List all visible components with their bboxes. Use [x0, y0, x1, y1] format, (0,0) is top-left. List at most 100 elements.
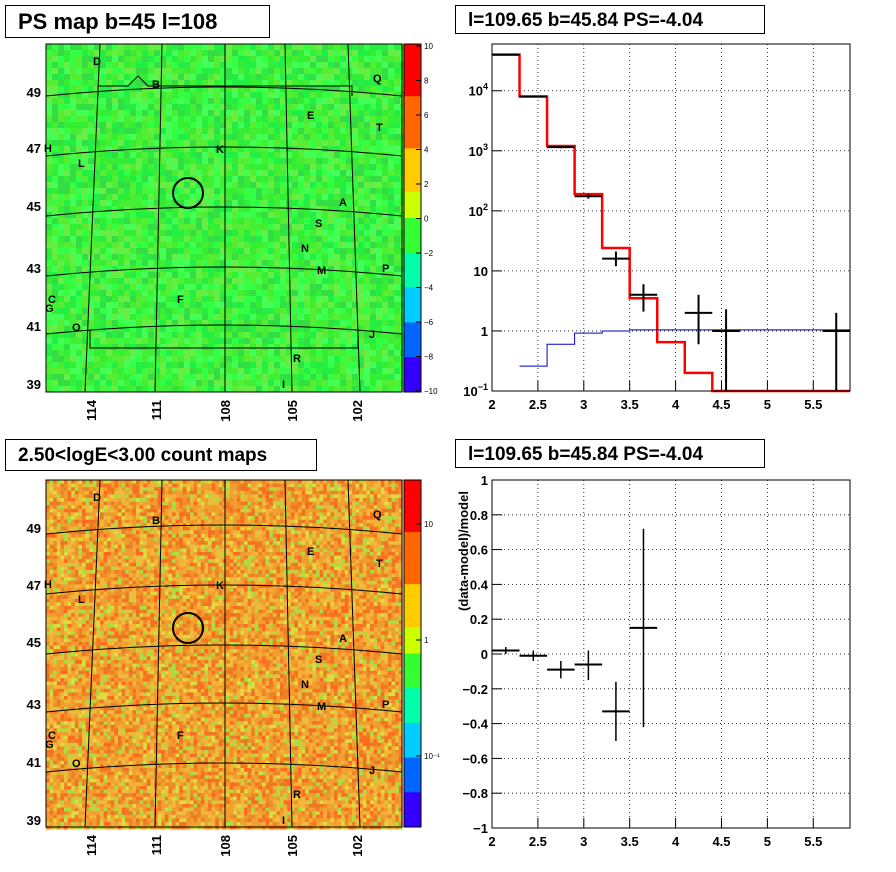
map-pixel — [262, 374, 269, 381]
map-pixel — [130, 284, 137, 291]
map-pixel — [256, 164, 263, 171]
map-pixel — [344, 494, 349, 499]
map-pixel — [376, 368, 383, 375]
map-pixel — [370, 182, 377, 189]
map-pixel — [268, 104, 275, 111]
map-pixel — [94, 296, 101, 303]
map-pixel — [328, 62, 335, 69]
map-pixel — [400, 200, 407, 207]
map-pixel — [240, 480, 245, 484]
map-pixel — [190, 302, 197, 309]
map-pixel — [82, 152, 89, 159]
map-pixel — [64, 134, 71, 141]
map-pixel — [220, 194, 227, 201]
map-pixel — [49, 505, 54, 510]
map-pixel — [215, 508, 220, 513]
map-pixel — [112, 368, 119, 375]
map-pixel — [148, 344, 155, 351]
map-pixel — [370, 338, 377, 345]
map-pixel — [244, 480, 248, 484]
map-pixel — [305, 490, 310, 495]
map-pixel — [220, 158, 227, 165]
map-pixel — [208, 490, 212, 495]
map-pixel — [346, 80, 353, 87]
map-pixel — [58, 86, 65, 93]
map-pixel — [316, 212, 323, 219]
map-pixel — [53, 483, 58, 488]
map-pixel — [400, 278, 407, 285]
map-pixel — [226, 50, 233, 57]
map-pixel — [304, 218, 311, 225]
map-pixel — [388, 146, 395, 153]
map-pixel — [70, 104, 77, 111]
map-pixel — [382, 194, 389, 201]
map-pixel — [96, 526, 101, 531]
map-pixel — [125, 501, 130, 506]
map-pixel — [142, 170, 149, 177]
map-pixel — [208, 519, 212, 524]
map-pixel — [376, 260, 383, 267]
map-pixel — [251, 480, 256, 484]
map-pixel — [94, 320, 101, 327]
map-pixel — [400, 236, 407, 243]
map-pixel — [112, 128, 119, 135]
map-pixel — [118, 302, 125, 309]
map-pixel — [118, 224, 125, 231]
map-pixel — [82, 308, 89, 315]
map-pixel — [366, 483, 371, 488]
map-pixel — [118, 182, 125, 189]
map-pixel — [290, 519, 295, 524]
map-pixel — [262, 146, 269, 153]
map-pixel — [394, 266, 401, 273]
map-pixel — [112, 320, 119, 327]
map-pixel — [125, 523, 130, 528]
map-pixel — [58, 122, 65, 129]
map-pixel — [130, 350, 137, 357]
map-pixel — [298, 230, 305, 237]
map-pixel — [100, 152, 107, 159]
map-pixel — [355, 501, 360, 506]
map-pixel — [112, 350, 119, 357]
map-pixel — [168, 494, 173, 499]
map-pixel — [130, 152, 137, 159]
map-pixel — [310, 260, 317, 267]
map-pixel — [226, 74, 233, 81]
map-pixel — [112, 56, 119, 63]
map-pixel — [121, 487, 126, 492]
map-pixel — [340, 152, 347, 159]
map-pixel — [256, 200, 263, 207]
map-pixel — [262, 296, 269, 303]
map-pixel — [92, 498, 97, 502]
map-pixel — [344, 516, 349, 520]
map-pixel — [358, 380, 365, 387]
map-pixel — [274, 152, 281, 159]
map-pixel — [103, 516, 108, 520]
map-pixel — [112, 182, 119, 189]
map-pixel — [373, 512, 378, 517]
map-pixel — [130, 326, 137, 333]
map-pixel — [352, 218, 359, 225]
map-pixel — [148, 56, 155, 63]
map-pixel — [214, 68, 221, 75]
map-pixel — [184, 374, 191, 381]
map-pixel — [292, 266, 299, 273]
map-pixel — [328, 320, 335, 327]
map-pixel — [376, 194, 383, 201]
map-pixel — [172, 278, 179, 285]
map-pixel — [334, 92, 341, 99]
map-pixel — [358, 350, 365, 357]
map-pixel — [118, 320, 125, 327]
map-pixel — [326, 487, 331, 492]
map-pixel — [82, 368, 89, 375]
map-pixel — [395, 519, 400, 524]
map-pixel — [316, 152, 323, 159]
map-pixel — [358, 356, 365, 363]
map-pixel — [100, 483, 104, 488]
map-pixel — [382, 248, 389, 255]
map-pixel — [244, 483, 248, 488]
map-pixel — [376, 236, 383, 243]
map-pixel — [142, 314, 149, 321]
map-pixel — [244, 350, 251, 357]
map-pixel — [124, 122, 131, 129]
map-pixel — [226, 194, 233, 201]
